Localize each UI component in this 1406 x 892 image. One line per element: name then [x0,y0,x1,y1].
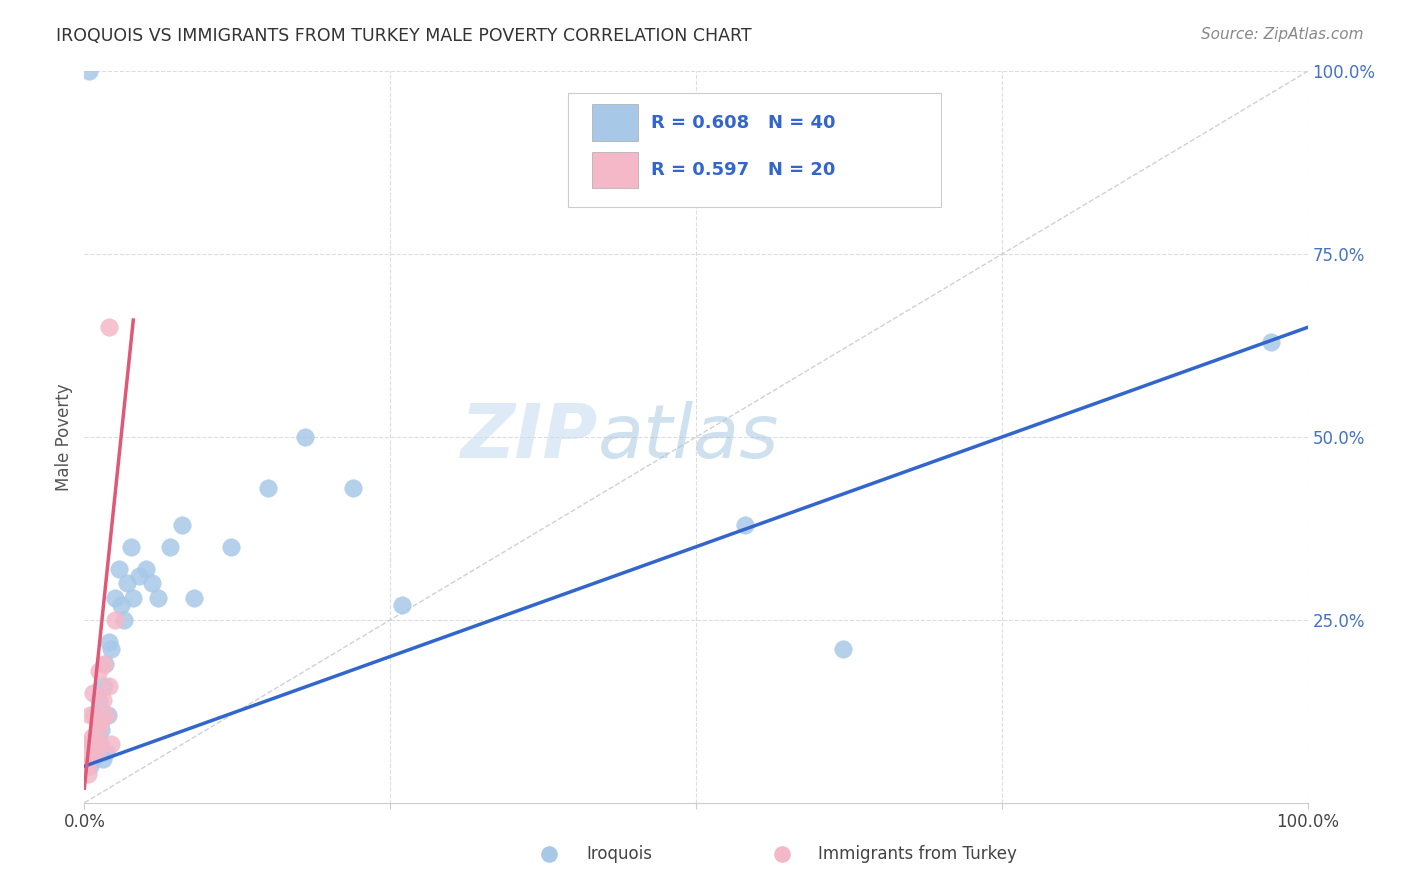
Point [77,752,100,766]
Point [83,708,105,723]
Point [96,745,118,759]
Point [77,737,100,751]
Point [391,599,413,613]
Point [97,320,120,334]
Text: Immigrants from Turkey: Immigrants from Turkey [818,845,1017,863]
Point [87,664,110,678]
Point [76,759,98,773]
FancyBboxPatch shape [568,94,941,207]
Point [79,759,101,773]
Point [89,737,111,751]
FancyBboxPatch shape [592,152,638,188]
Point [83,737,105,751]
Point [93,657,115,671]
Text: R = 0.597   N = 20: R = 0.597 N = 20 [651,161,835,179]
Point [80,737,103,751]
Text: ZIP: ZIP [461,401,598,474]
Point [135,562,157,576]
Point [1260,334,1282,349]
Point [183,591,205,605]
Point [141,576,163,591]
Text: R = 0.608   N = 40: R = 0.608 N = 40 [651,113,835,131]
Point [100,737,122,751]
Point [77,766,100,780]
Point [86,745,108,759]
Point [146,591,169,605]
Point [79,708,101,723]
Point [107,562,129,576]
Point [77,64,100,78]
Point [87,715,110,730]
Point [115,576,138,591]
Point [90,723,112,737]
Point [91,693,114,707]
Point [89,737,111,751]
Point [86,745,108,759]
Point [538,847,561,861]
Point [294,430,316,444]
Point [87,693,110,707]
Text: Iroquois: Iroquois [586,845,652,863]
Point [172,517,194,532]
Point [342,481,364,495]
Point [97,635,120,649]
Text: Source: ZipAtlas.com: Source: ZipAtlas.com [1201,27,1364,42]
Point [159,540,181,554]
Point [110,599,132,613]
Point [100,642,122,657]
Point [104,613,127,627]
Point [87,723,110,737]
Point [128,569,150,583]
Point [84,708,107,723]
Point [112,613,135,627]
Point [831,642,853,657]
Point [122,591,145,605]
Point [94,657,117,671]
Point [770,847,793,861]
FancyBboxPatch shape [592,104,638,141]
Point [90,715,112,730]
Point [120,540,142,554]
Point [734,517,756,532]
Point [96,708,118,723]
Point [82,686,104,700]
Point [97,679,120,693]
Point [104,591,127,605]
Text: IROQUOIS VS IMMIGRANTS FROM TURKEY MALE POVERTY CORRELATION CHART: IROQUOIS VS IMMIGRANTS FROM TURKEY MALE … [56,27,752,45]
Y-axis label: Male Poverty: Male Poverty [55,384,73,491]
Point [82,752,104,766]
Point [84,730,107,744]
Text: atlas: atlas [598,401,779,473]
Point [93,679,115,693]
Point [91,752,114,766]
Point [257,481,280,495]
Point [97,708,120,723]
Point [219,540,242,554]
Point [80,730,103,744]
